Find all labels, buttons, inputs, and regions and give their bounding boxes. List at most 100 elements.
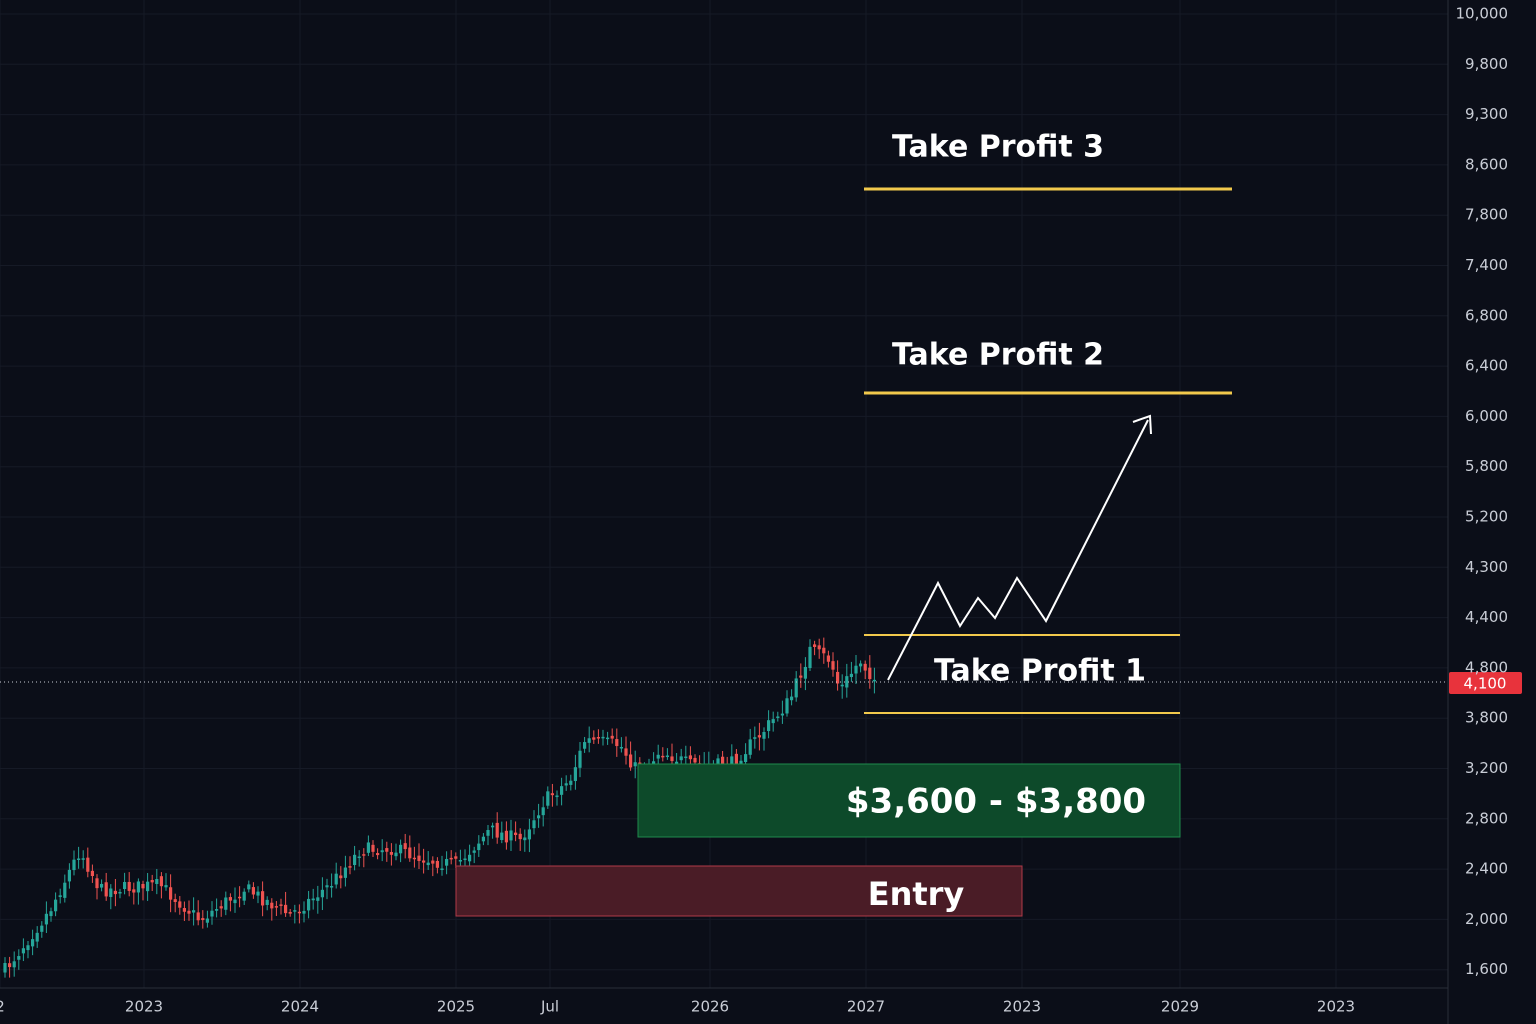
- candle-body: [376, 853, 380, 856]
- candle-body: [845, 676, 849, 688]
- price-axis-label: 7,400: [1465, 256, 1508, 274]
- tp3-label: Take Profit 3: [892, 130, 1104, 165]
- candle-body: [523, 837, 527, 841]
- candle-body: [187, 910, 191, 914]
- candle-body: [26, 945, 30, 951]
- price-axis-label: 8,600: [1465, 155, 1508, 173]
- candle-body: [601, 736, 605, 739]
- candle-body: [863, 663, 867, 671]
- price-axis-label: 2,800: [1465, 809, 1508, 827]
- candle-body: [569, 780, 573, 785]
- candle-body: [224, 897, 228, 910]
- candle-body: [785, 698, 789, 714]
- candle-body: [228, 897, 232, 901]
- candle-body: [233, 899, 237, 904]
- candle-body: [518, 833, 522, 840]
- candle-body: [49, 911, 53, 917]
- candle-body: [17, 956, 21, 960]
- candle-body: [592, 737, 596, 740]
- candle-body: [58, 895, 62, 897]
- candle-body: [596, 737, 600, 739]
- candle-body: [380, 850, 384, 853]
- candle-body: [491, 825, 495, 828]
- candle-body: [311, 898, 315, 901]
- candle-body: [670, 756, 674, 762]
- candle-body: [560, 786, 564, 795]
- candle-body: [109, 888, 113, 897]
- candle-body: [624, 748, 628, 756]
- candle-body: [325, 885, 329, 888]
- candle-body: [132, 889, 136, 893]
- candle-body: [371, 844, 375, 852]
- candle-body: [334, 873, 338, 885]
- time-axis-label: 2027: [847, 998, 885, 1016]
- tp2-label: Take Profit 2: [892, 338, 1104, 373]
- candle-body: [182, 908, 186, 912]
- candle-body: [831, 661, 835, 670]
- candle-body: [822, 647, 826, 654]
- candle-body: [330, 886, 334, 888]
- target-zone: [637, 763, 1181, 838]
- candle-body: [205, 918, 209, 923]
- candle-body: [118, 891, 122, 894]
- candle-body: [279, 904, 283, 906]
- candle-body: [81, 858, 85, 860]
- tp1-label: Take Profit 1: [934, 654, 1146, 689]
- candle-body: [21, 948, 25, 954]
- price-axis-label: 10,000: [1456, 5, 1509, 23]
- candle-body: [679, 756, 683, 761]
- candle-body: [399, 844, 403, 854]
- candle-body: [537, 815, 541, 819]
- candle-body: [454, 856, 458, 859]
- candle-body: [776, 716, 780, 718]
- candle-body: [178, 901, 182, 908]
- candle-body: [583, 742, 587, 749]
- candle-body: [688, 755, 692, 760]
- candle-body: [307, 898, 311, 911]
- candle-body: [500, 832, 504, 841]
- candle-body: [385, 848, 389, 852]
- candle-body: [840, 684, 844, 687]
- candle-body: [123, 882, 127, 889]
- candle-body: [753, 737, 757, 739]
- candle-body: [721, 756, 725, 768]
- entry-zone: [455, 865, 1023, 917]
- projection-path: [887, 419, 1149, 681]
- candle-body: [320, 889, 324, 898]
- candle-body: [302, 910, 306, 914]
- candle-body: [394, 852, 398, 857]
- projection-arrowhead: [1132, 414, 1152, 435]
- time-axis-label: 2025: [437, 998, 475, 1016]
- candle-body: [8, 963, 12, 968]
- time-axis-label: 2026: [691, 998, 729, 1016]
- entry-label: Entry: [868, 875, 965, 913]
- candle-body: [251, 887, 255, 895]
- candle-body: [799, 675, 803, 678]
- candle-body: [389, 852, 393, 855]
- candle-body: [247, 884, 251, 890]
- candle-body: [578, 750, 582, 768]
- candle-body: [817, 645, 821, 650]
- candle-body: [159, 876, 163, 887]
- price-axis-label: 6,400: [1465, 357, 1508, 375]
- time-axis-label: 2023: [125, 998, 163, 1016]
- candle-body: [619, 746, 623, 749]
- candle-body: [339, 875, 343, 879]
- candle-body: [495, 822, 499, 838]
- price-axis-label: 4,400: [1465, 608, 1508, 626]
- candle-body: [127, 881, 131, 891]
- candle-body: [808, 646, 812, 669]
- candle-body: [794, 678, 798, 698]
- candle-body: [610, 735, 614, 739]
- candle-body: [293, 910, 297, 912]
- candle-body: [468, 854, 472, 862]
- candle-body: [546, 791, 550, 806]
- candle-body: [403, 843, 407, 850]
- price-axis-label: 6,000: [1465, 407, 1508, 425]
- candle-body: [472, 850, 476, 853]
- candle-body: [284, 904, 288, 914]
- candle-body: [270, 902, 274, 909]
- candle-body: [739, 760, 743, 765]
- candle-body: [757, 735, 761, 738]
- candle-body: [767, 720, 771, 732]
